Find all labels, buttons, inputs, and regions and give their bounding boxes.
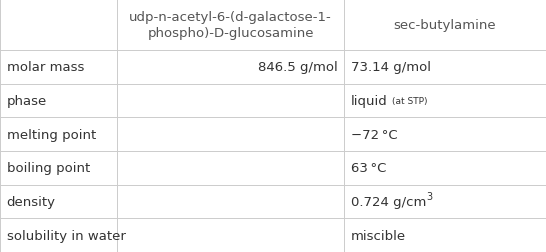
Text: 63 °C: 63 °C xyxy=(351,162,386,175)
Text: density: density xyxy=(7,195,56,208)
Text: sec-butylamine: sec-butylamine xyxy=(394,19,496,32)
Text: 846.5 g/mol: 846.5 g/mol xyxy=(258,61,337,74)
Text: 73.14 g/mol: 73.14 g/mol xyxy=(351,61,431,74)
Text: miscible: miscible xyxy=(351,229,406,242)
Text: liquid: liquid xyxy=(351,94,387,107)
Text: molar mass: molar mass xyxy=(7,61,84,74)
Text: solubility in water: solubility in water xyxy=(7,229,126,242)
Text: −72 °C: −72 °C xyxy=(351,128,397,141)
Text: 3: 3 xyxy=(426,192,432,201)
Text: (at STP): (at STP) xyxy=(391,97,427,105)
Text: 0.724 g/cm: 0.724 g/cm xyxy=(351,195,426,208)
Text: melting point: melting point xyxy=(7,128,96,141)
Text: boiling point: boiling point xyxy=(7,162,90,175)
Text: phase: phase xyxy=(7,94,47,107)
Text: udp-n-acetyl-6-(d-galactose-1-
phospho)-D-glucosamine: udp-n-acetyl-6-(d-galactose-1- phospho)-… xyxy=(129,11,332,40)
